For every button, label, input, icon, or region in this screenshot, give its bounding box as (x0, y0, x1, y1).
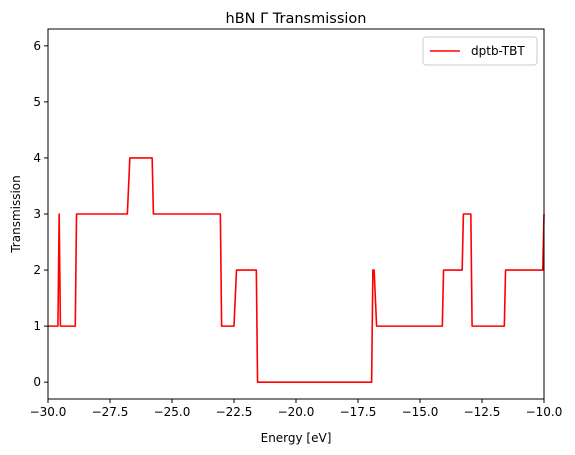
x-tick-label: −10.0 (526, 405, 563, 419)
x-tick-label: −22.5 (216, 405, 253, 419)
y-axis-label: Transmission (9, 175, 23, 254)
x-tick-label: −25.0 (154, 405, 191, 419)
plot-area (48, 157, 545, 383)
legend-label: dptb-TBT (471, 44, 525, 58)
y-tick-label: 1 (33, 319, 41, 333)
axis-ticks: −30.0 −27.5 −25.0 −22.5 −20.0 −17.5 −15.0 −12.5… (30, 39, 563, 419)
x-tick-label: −20.0 (278, 405, 315, 419)
x-axis-label: Energy [eV] (261, 431, 332, 445)
y-tick-label: 2 (33, 263, 41, 277)
x-tick-label: −15.0 (402, 405, 439, 419)
x-tick-label: −30.0 (30, 405, 67, 419)
x-tick-label: −17.5 (340, 405, 377, 419)
chart-title: hBN Γ Transmission (226, 11, 367, 27)
legend: dptb-TBT (422, 36, 538, 66)
legend-box (422, 36, 538, 66)
x-tick-label: −12.5 (464, 405, 501, 419)
y-tick-label: 4 (33, 151, 41, 165)
y-tick-label: 0 (33, 375, 41, 389)
series-line-dptb-tbt (48, 157, 545, 383)
x-tick-label: −27.5 (92, 405, 129, 419)
axes-frame (47, 28, 545, 400)
y-tick-label: 3 (33, 207, 41, 221)
y-tick-label: 6 (33, 39, 41, 53)
y-tick-label: 5 (33, 95, 41, 109)
